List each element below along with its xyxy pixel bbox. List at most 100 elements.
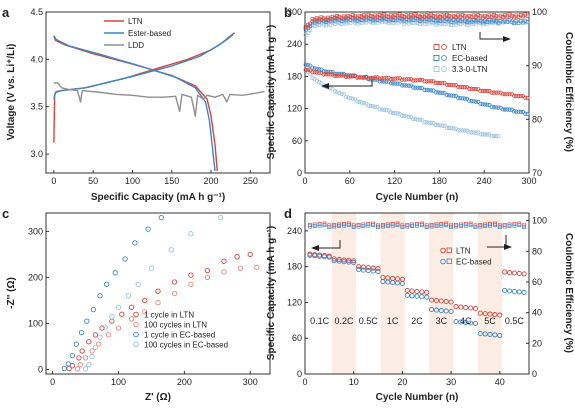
panel-b-capacity-point-ec-based (489, 104, 494, 109)
panel-d-ylabel: Specific Capacity (mA h g⁻¹) (266, 226, 277, 360)
panel-b-capacity-point-ltn (507, 92, 512, 97)
panel-b-capacity-point-3-3-0-ltn (491, 134, 496, 139)
panel-b-capacity-point-3-3-0-ltn (485, 132, 490, 137)
panel-c-point-1-cycle-in-ec-based (97, 293, 103, 299)
panel-d-rate-label: 1C (387, 316, 399, 326)
panel-b-capacity-point-3-3-0-ltn (437, 123, 443, 128)
panel-b-capacity-point-3-3-0-ltn (422, 120, 427, 125)
panel-c-point-100-cycles-in-ltn (89, 348, 95, 354)
panel-b-efficiency-point-ltn (366, 12, 371, 17)
panel-b-efficiency-point-3-3-0-ltn (303, 32, 308, 37)
panel-d-capacity-point-ltn (506, 269, 513, 276)
panel-b-xtick-label: 240 (477, 176, 492, 186)
panel-c-ytick-label: 300 (28, 226, 43, 236)
panel-b-efficiency-point-ltn (525, 13, 530, 18)
panel-d-rate-band (331, 213, 357, 374)
panel-d-efficiency-point-ec-based (517, 223, 522, 228)
panel-d-legend-circle (440, 258, 446, 265)
panel-d-rate-label: 3C (436, 316, 448, 326)
panel-b-capacity-point-ec-based (310, 65, 315, 70)
panel-b-capacity-point-ltn (411, 78, 416, 83)
panel-d-efficiency-point-ec-based (454, 224, 458, 229)
panel-b-capacity-point-ec-based (417, 85, 423, 91)
panel-d-efficiency-point-ec-based (522, 225, 527, 229)
panel-b-capacity-point-ec-based (377, 79, 382, 84)
panel-b-capacity-point-ltn (446, 82, 452, 88)
panel-b-capacity-point-ltn (449, 82, 454, 88)
panel-c-point-1-cycle-in-ec-based (69, 352, 76, 359)
panel-b-capacity-point-ec-based (424, 88, 429, 93)
panel-d-capacity-point-ec-based (385, 279, 391, 285)
panel-c-xtick-label: 0 (50, 377, 55, 387)
panel-b-capacity-point-ec-based (442, 91, 447, 96)
panel-b-capacity-point-ec-based (433, 90, 438, 95)
panel-d-capacity-point-ec-based (463, 319, 469, 326)
panel-b-capacity-point-ec-based (435, 90, 440, 95)
panel-b-capacity-point-ltn (339, 73, 344, 78)
panel-b-capacity-point-3-3-0-ltn (471, 130, 476, 135)
panel-c-legend-label: 1 cycle in LTN (144, 311, 194, 320)
panel-c-point-100-cycles-in-ltn (115, 325, 122, 331)
panel-b-legend-label: 3.3-0-LTN (452, 65, 488, 74)
panel-c-point-1-cycle-in-ec-based (103, 281, 110, 287)
panel-b-capacity-point-ec-based (505, 107, 510, 112)
panel-b-efficiency-point-ec-based (314, 18, 319, 23)
panel-d-ytick-right-label: 60 (532, 277, 542, 287)
panel-d-capacity-point-ec-based (351, 260, 357, 266)
panel-b-arrowhead-right (503, 36, 511, 42)
panel-b-capacity-point-ltn (359, 75, 364, 80)
panel-d-efficiency-point-ec-based (497, 225, 502, 229)
panel-a-xtick-label: 0 (51, 176, 56, 186)
panel-b-arrow-left (356, 80, 373, 87)
panel-b-capacity-point-ec-based (390, 81, 396, 86)
panel-b-capacity-point-ec-based (404, 83, 409, 88)
panel-d-capacity-point-ltn (448, 299, 454, 305)
panel-c-point-1-cycle-in-ec-based (61, 365, 68, 372)
panel-d-xtick-label: 30 (446, 377, 456, 387)
panel-c-point-100-cycles-in-ec-based (97, 334, 103, 340)
panel-b-capacity-point-ltn (422, 79, 427, 84)
panel-d-capacity-point-ec-based (506, 288, 513, 294)
panel-c-point-1-cycle-in-ec-based (78, 329, 85, 336)
panel-c-point-1-cycle-in-ltn (109, 318, 115, 324)
panel-d-capacity-point-ltn (409, 288, 415, 294)
panel-b-capacity-point-ltn (437, 80, 443, 86)
panel-b-capacity-point-ec-based (399, 83, 405, 88)
panel-d-capacity-point-ltn (419, 289, 425, 295)
panel-b-capacity-point-ltn (523, 95, 528, 100)
panel-b-capacity-point-3-3-0-ltn (458, 128, 463, 133)
panel-d-xlabel: Cycle Number (n) (376, 392, 459, 403)
panel-d-rate-label: 0.1C (310, 316, 330, 326)
panel-c-legend-marker (133, 331, 139, 338)
panel-b-capacity-point-3-3-0-ltn (489, 134, 494, 139)
panel-d-efficiency-point-ec-based (380, 224, 385, 229)
panel-d-efficiency-point-ec-based (385, 224, 390, 228)
panel-b-capacity-point-ltn (433, 80, 438, 86)
panel-b-capacity-point-ec-based (426, 88, 431, 93)
panel-c-xtick-label: 100 (111, 377, 126, 387)
panel-b-capacity-point-ltn (361, 75, 367, 80)
panel-c-point-1-cycle-in-ltn (86, 339, 92, 345)
panel-b-capacity-point-ec-based (449, 93, 454, 98)
panel-d-capacity-point-ec-based (341, 259, 347, 265)
panel-d: d 0 10 20 30 40 0 60 120 180 240 0 20 40 60 80 100 0.1C… (266, 206, 574, 403)
panel-d-efficiency-point-ec-based (337, 224, 342, 228)
panel-b-capacity-point-3-3-0-ltn (308, 72, 313, 77)
panel-d-efficiency-point-ec-based (356, 224, 361, 229)
panel-b-xlabel: Cycle Number (n) (376, 192, 459, 203)
panel-d-ytick-right-label: 100 (532, 216, 547, 226)
panel-d-ytick-right-label: 40 (532, 308, 542, 318)
panel-b-capacity-point-3-3-0-ltn (379, 107, 384, 112)
panel-b-capacity-point-ltn (393, 76, 398, 81)
panel-b-capacity-point-ltn (469, 86, 474, 92)
panel-d-legend-square (446, 258, 452, 264)
panel-c-point-100-cycles-in-ltn (171, 290, 178, 297)
panel-d-capacity-point-ltn (497, 312, 503, 318)
panel-b-capacity-point-ec-based (473, 99, 479, 104)
panel-b-capacity-point-3-3-0-ltn (357, 99, 362, 105)
panel-b-capacity-point-ltn (429, 79, 434, 84)
panel-b-capacity-point-3-3-0-ltn (343, 94, 349, 99)
panel-d-capacity-point-ec-based (438, 308, 444, 314)
panel-d-capacity-point-ec-based (331, 258, 337, 264)
